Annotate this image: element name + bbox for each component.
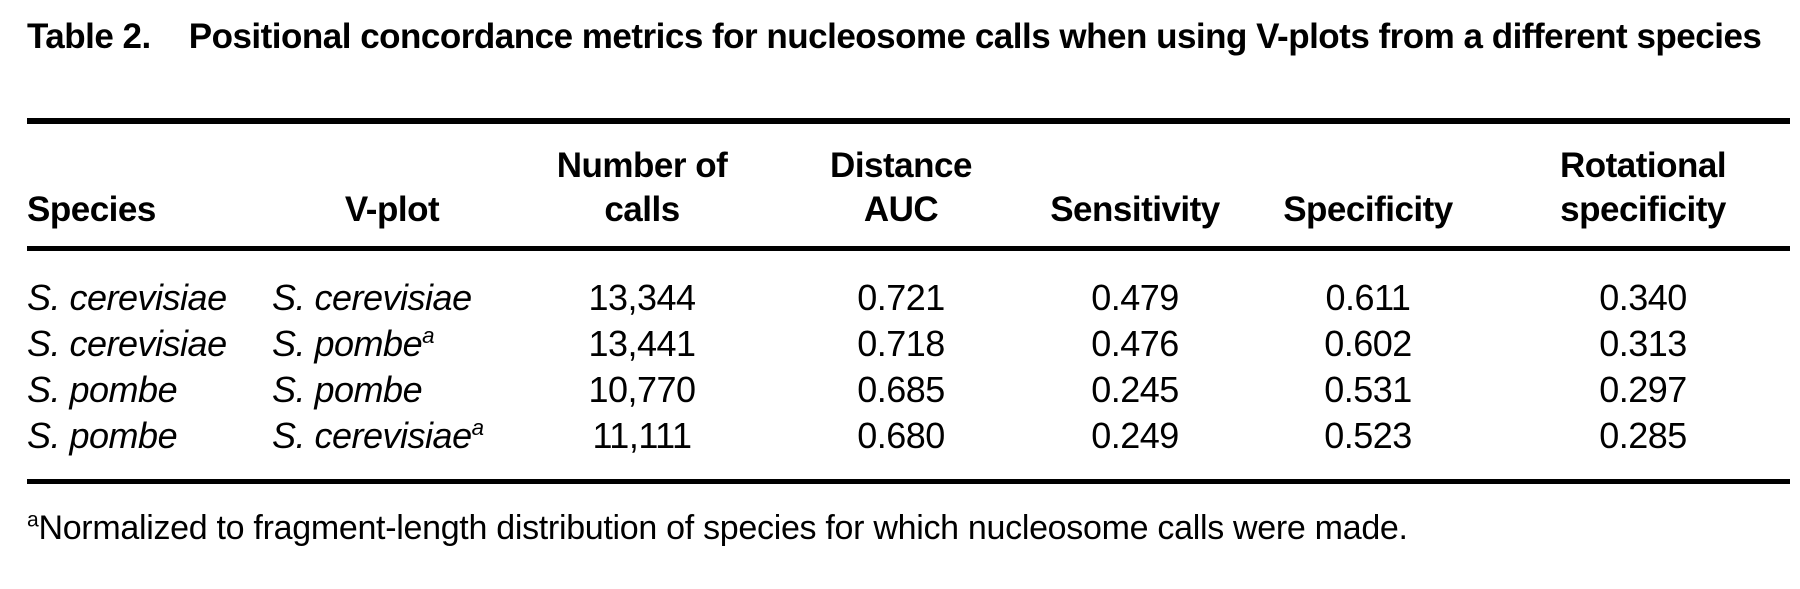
cell-number-of-calls: 10,770: [588, 369, 696, 410]
column-header-sensitivity: Sensitivity: [1050, 190, 1220, 229]
cell-number-of-calls: 13,344: [588, 277, 696, 318]
table-row: S. cerevisiae S. pombea 13,441 0.718 0.4…: [27, 321, 1790, 367]
table-row: S. cerevisiae S. cerevisiae 13,344 0.721…: [27, 275, 1790, 321]
cell-distance-auc: 0.718: [857, 323, 945, 364]
column-header-specificity: Specificity: [1283, 190, 1453, 229]
cell-sensitivity: 0.245: [1091, 369, 1179, 410]
column-header-number-of-calls: Number of calls: [556, 146, 728, 229]
top-rule: [27, 118, 1790, 124]
cell-specificity: 0.602: [1324, 323, 1412, 364]
cell-rotational-specificity: 0.340: [1599, 277, 1687, 318]
cell-vplot-text: S. pombe: [272, 369, 423, 410]
column-header-distance-auc: Distance AUC: [830, 146, 972, 229]
cell-species: S. cerevisiae: [27, 323, 227, 364]
footnote-marker: a: [27, 508, 39, 532]
footnote-marker-ref: a: [471, 415, 485, 440]
cell-distance-auc: 0.721: [857, 277, 945, 318]
cell-species: S. cerevisiae: [27, 277, 227, 318]
table-label: Table 2.: [27, 17, 151, 56]
cell-distance-auc: 0.680: [857, 415, 945, 456]
footnote-text: Normalized to fragment-length distributi…: [38, 509, 1408, 547]
cell-vplot: S. pombe: [272, 367, 512, 413]
cell-vplot: S. cerevisiaea: [272, 413, 512, 459]
cell-rotational-specificity: 0.313: [1599, 323, 1687, 364]
cell-specificity: 0.523: [1324, 415, 1412, 456]
cell-vplot: S. pombea: [272, 321, 512, 367]
bottom-rule: [27, 479, 1790, 484]
table-footnote: aNormalized to fragment-length distribut…: [27, 506, 1790, 550]
table-body: S. cerevisiae S. cerevisiae 13,344 0.721…: [27, 251, 1790, 479]
cell-species: S. pombe: [27, 415, 178, 456]
cell-vplot-text: S. cerevisiae: [272, 277, 472, 318]
cell-sensitivity: 0.249: [1091, 415, 1179, 456]
column-header-rotational-specificity: Rotational specificity: [1559, 146, 1727, 229]
cell-number-of-calls: 11,111: [592, 415, 692, 456]
column-header-species: Species: [27, 190, 156, 229]
cell-sensitivity: 0.479: [1091, 277, 1179, 318]
column-header-vplot: V-plot: [344, 190, 440, 229]
table-row: S. pombe S. cerevisiaea 11,111 0.680 0.2…: [27, 413, 1790, 459]
cell-specificity: 0.611: [1325, 277, 1411, 318]
cell-number-of-calls: 13,441: [588, 323, 696, 364]
cell-rotational-specificity: 0.285: [1599, 415, 1687, 456]
cell-vplot-text: S. cerevisiae: [272, 415, 472, 456]
cell-vplot-text: S. pombe: [272, 323, 423, 364]
cell-specificity: 0.531: [1324, 369, 1412, 410]
cell-vplot: S. cerevisiae: [272, 275, 512, 321]
cell-rotational-specificity: 0.297: [1599, 369, 1687, 410]
cell-species: S. pombe: [27, 369, 178, 410]
cell-sensitivity: 0.476: [1091, 323, 1179, 364]
header-rule: [27, 246, 1790, 251]
footnote-marker-ref: a: [422, 323, 435, 348]
table-caption: Table 2. Positional concordance metrics f…: [27, 14, 1790, 110]
table-header-row: Species V-plot Number of calls Distance …: [27, 124, 1790, 246]
table-row: S. pombe S. pombe 10,770 0.685 0.245 0.5…: [27, 367, 1790, 413]
table-title: Positional concordance metrics for nucle…: [188, 17, 1762, 56]
cell-distance-auc: 0.685: [857, 369, 945, 410]
